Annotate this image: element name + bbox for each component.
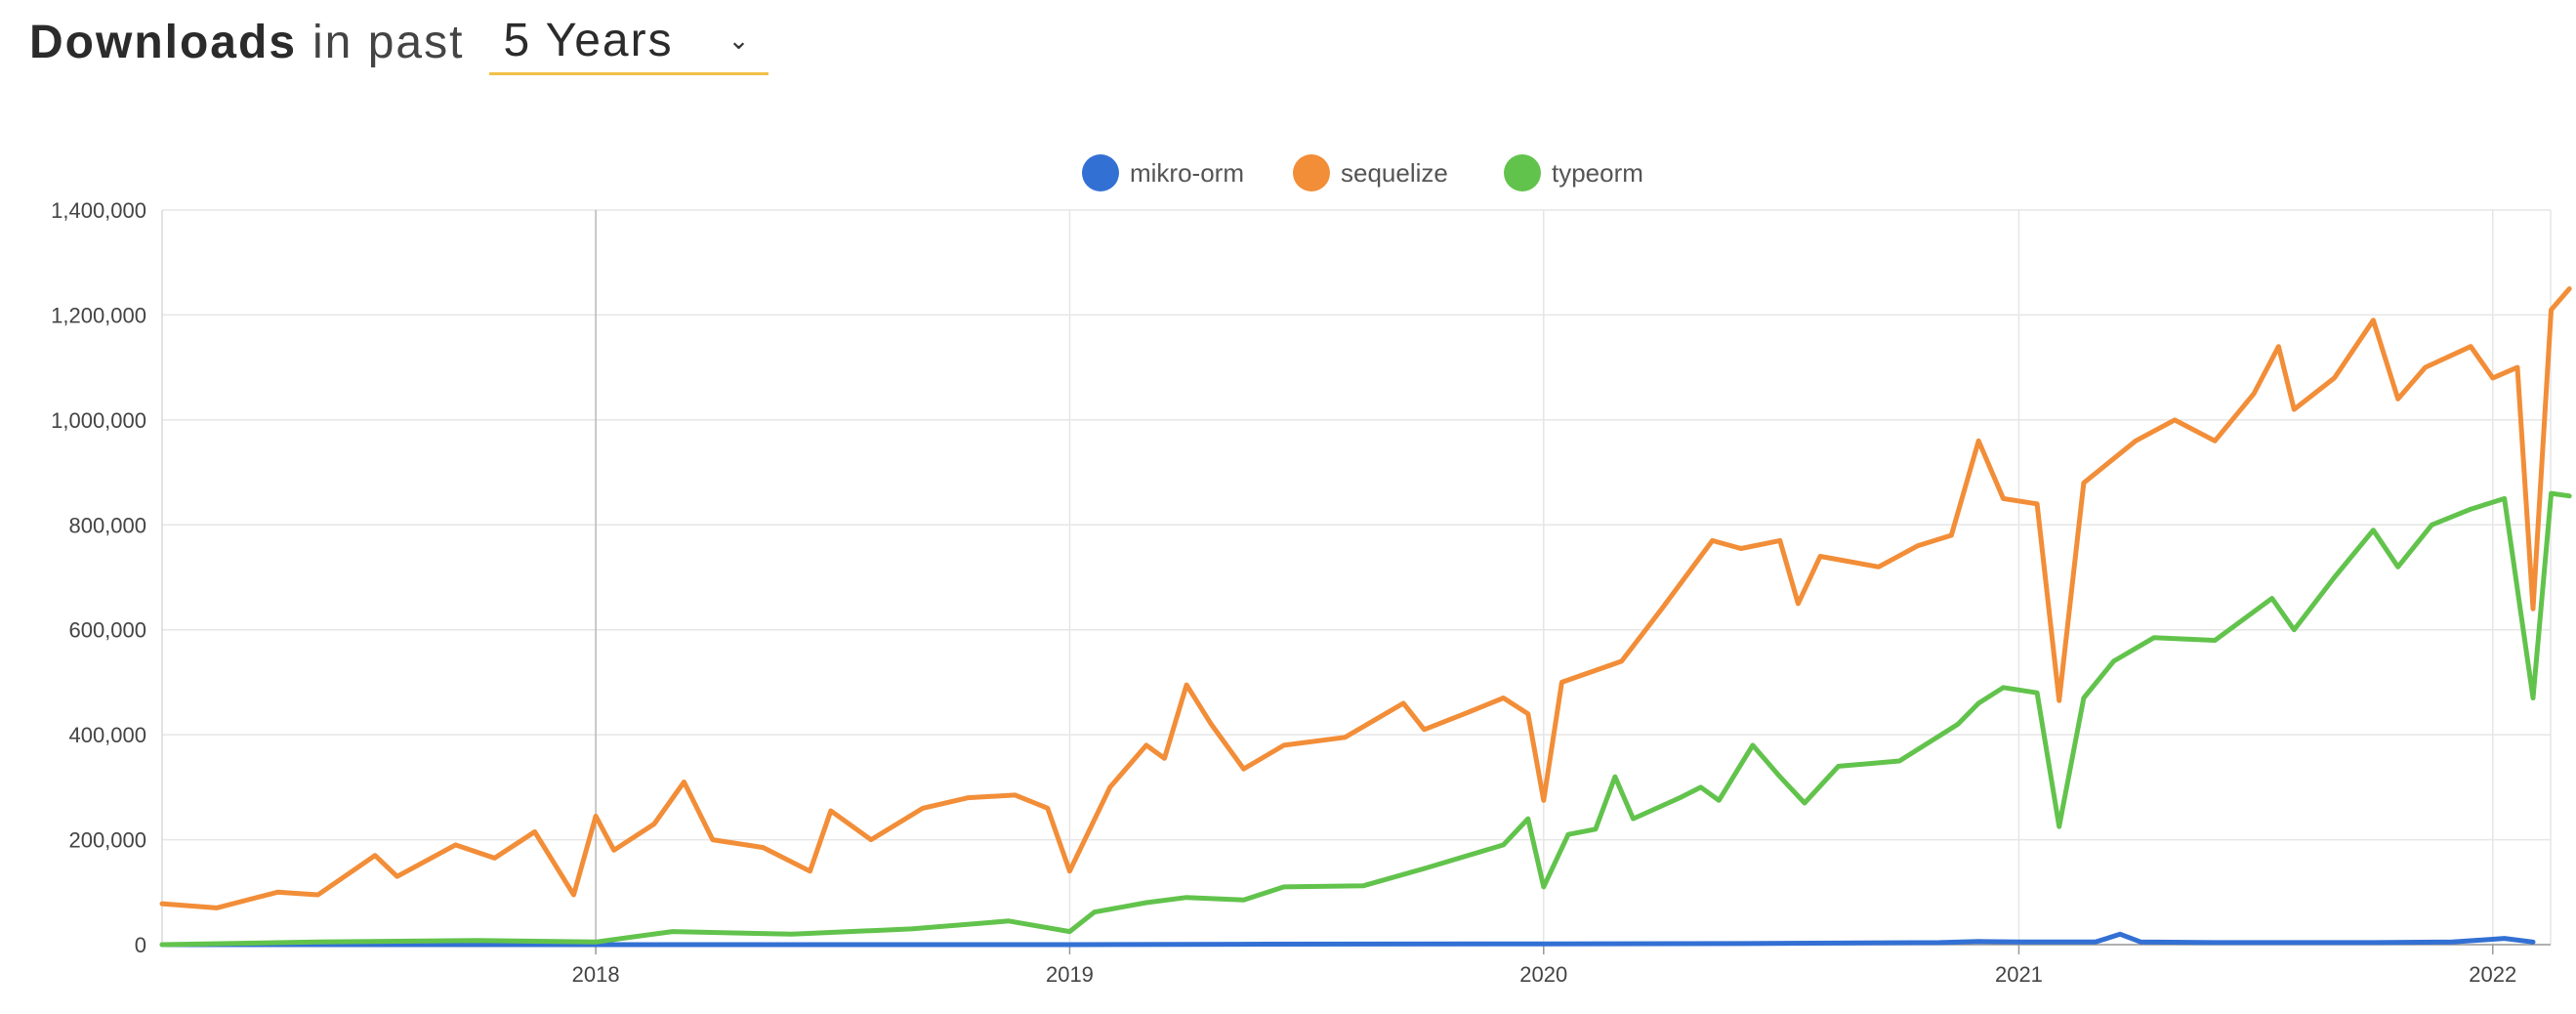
period-dropdown[interactable]: 5 Years ⌄: [489, 9, 769, 75]
y-tick-label: 600,000: [68, 618, 146, 643]
y-tick-label: 800,000: [68, 513, 146, 537]
chevron-down-icon: ⌄: [727, 25, 750, 55]
chart-header: Downloads in past 5 Years ⌄: [29, 8, 769, 76]
series-line-sequelize: [159, 286, 2572, 910]
y-tick-label: 1,000,000: [51, 408, 146, 433]
header-connector: in past: [312, 16, 465, 68]
series-line-mikro-orm: [159, 931, 2536, 948]
legend-label-mikro-orm: mikro-orm: [1130, 158, 1244, 188]
legend-label-typeorm: typeorm: [1552, 158, 1643, 188]
legend-swatch-sequelize: [1293, 154, 1330, 191]
legend-swatch-mikro-orm: [1082, 154, 1119, 191]
downloads-line-chart: 0 200,000 400,000 600,000 800,000 1,000,000 1,…: [51, 154, 2572, 987]
y-tick-label: 0: [135, 933, 146, 957]
y-tick-label: 400,000: [68, 723, 146, 747]
x-tick-label: 2020: [1519, 962, 1567, 987]
series-line-typeorm: [159, 490, 2572, 948]
y-tick-label: 1,400,000: [51, 198, 146, 223]
legend-swatch-typeorm: [1504, 154, 1541, 191]
legend-label-sequelize: sequelize: [1341, 158, 1448, 188]
header-title: Downloads: [29, 16, 298, 68]
y-tick-label: 1,200,000: [51, 303, 146, 327]
x-tick-label: 2021: [1995, 962, 2043, 987]
y-tick-label: 200,000: [68, 828, 146, 853]
period-dropdown-value: 5 Years: [503, 15, 674, 66]
x-tick-label: 2022: [2469, 962, 2516, 987]
x-tick-label: 2019: [1046, 962, 1094, 987]
x-tick-label: 2018: [572, 962, 620, 987]
